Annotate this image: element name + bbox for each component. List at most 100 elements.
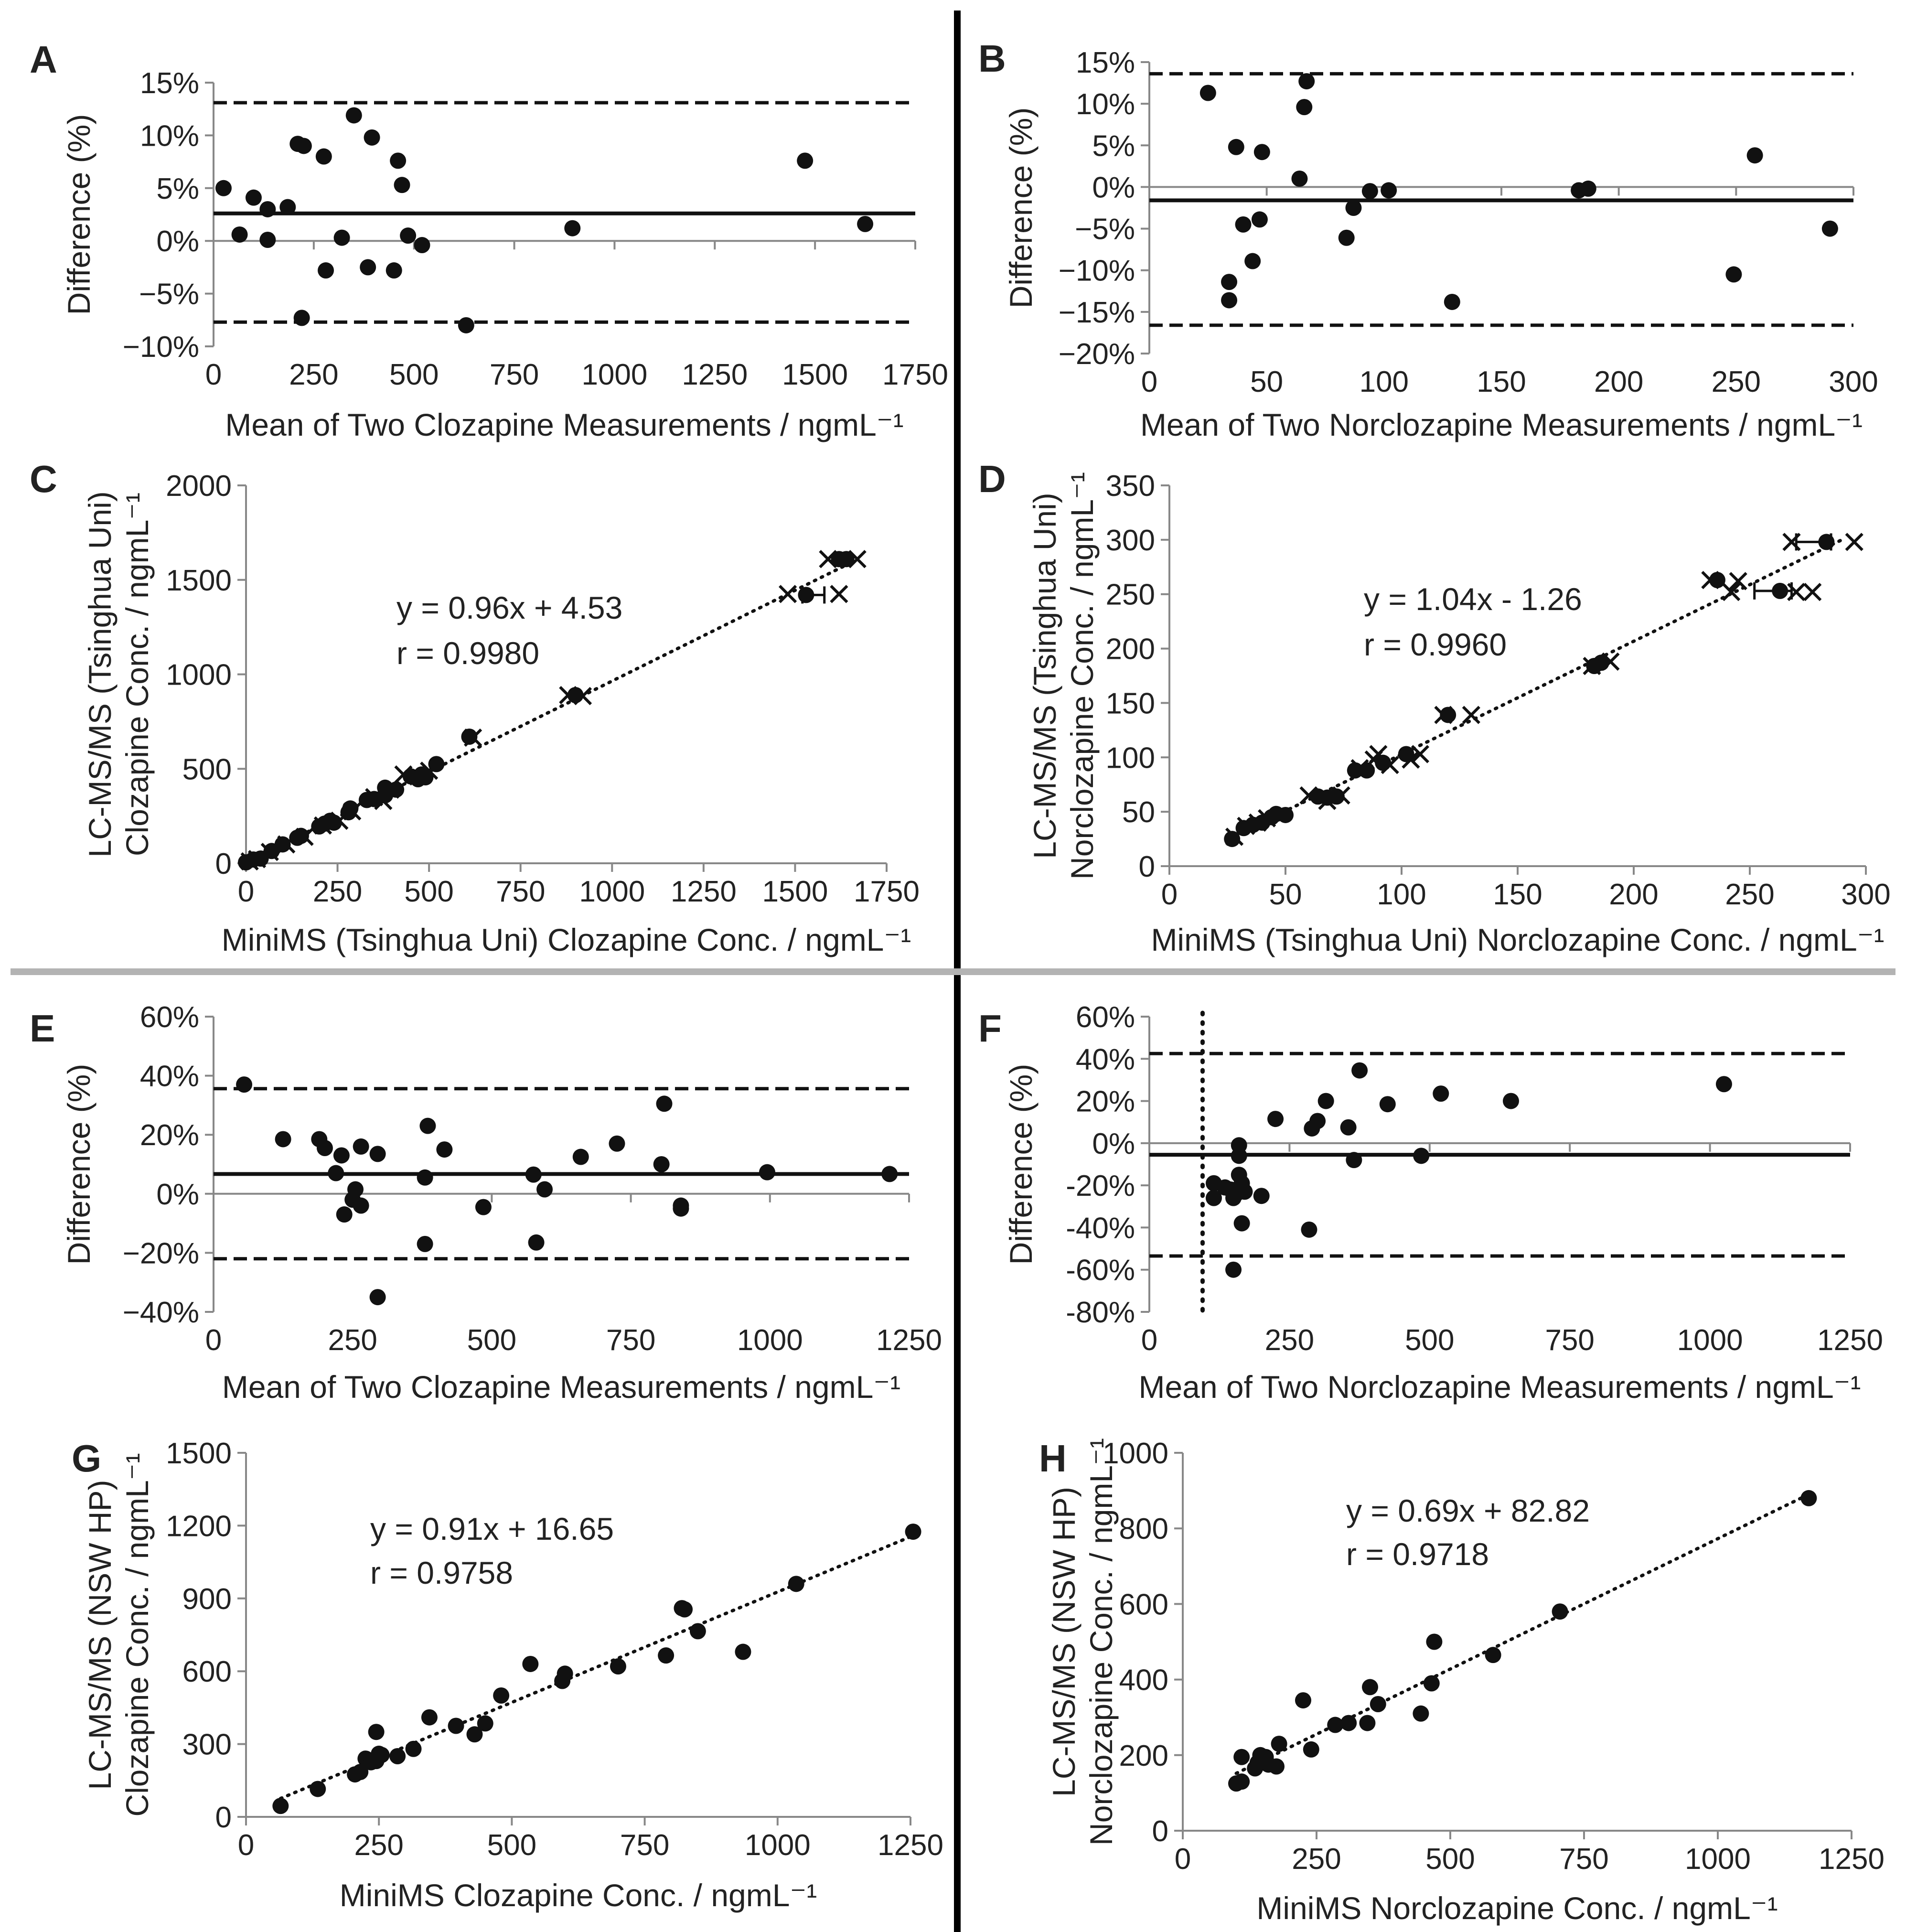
panel-f-y-axis-label: Difference (%) (1003, 1064, 1039, 1265)
panel-c-y-axis-label: Clozapine Conc. / ngmL⁻¹ (119, 493, 155, 856)
panel-h-data-point (1233, 1749, 1250, 1765)
panel-d-y-axis-label: Norclozapine Conc. / ngmL⁻¹ (1064, 472, 1100, 880)
panel-d-x-tick-label: 150 (1493, 878, 1542, 911)
panel-e-y-tick-label: 0% (156, 1178, 199, 1211)
panel-a-data-point (259, 201, 276, 217)
panel-b-data-point (1444, 293, 1460, 310)
panel-b-x-tick-label: 100 (1360, 365, 1409, 398)
panel-h-y-tick-label: 1000 (1103, 1437, 1168, 1470)
panel-f-data-point (1351, 1062, 1368, 1079)
panel-e-x-tick-label: 1250 (876, 1324, 942, 1357)
panel-d-x-tick-label: 0 (1161, 878, 1178, 911)
panel-f-data-point (1205, 1190, 1222, 1206)
panel-e-data-point (417, 1235, 433, 1252)
panel-d-cross-point (1782, 533, 1801, 551)
panel-b-data-point (1381, 182, 1397, 199)
panel-g-data-point (477, 1715, 493, 1732)
panel-d-cross-point (1729, 572, 1747, 590)
panel-b-data-point (1253, 144, 1270, 161)
panel-g-data-point (389, 1748, 406, 1764)
panel-h-data-point (1271, 1736, 1287, 1752)
panel-e-y-tick-label: −20% (123, 1237, 199, 1270)
panel-c-y-tick-label: 1500 (166, 564, 232, 597)
panel-a-x-tick-label: 750 (490, 358, 539, 391)
panel-h-data-point (1303, 1741, 1319, 1758)
panel-c-x-tick-label: 0 (238, 875, 254, 908)
panel-f-data-point (1715, 1076, 1732, 1093)
panel-c-x-tick-label: 1250 (671, 875, 737, 908)
panel-e-x-tick-label: 750 (606, 1324, 655, 1357)
panel-d-correlation: r = 0.9960 (1364, 627, 1507, 662)
panel-c-cross-point (830, 585, 848, 603)
panel-c: 0 500 1000 1500 2000 0 250 500 750 1000 1250 1500 17… (30, 458, 920, 957)
panel-a-data-point (360, 259, 376, 276)
panel-e-data-point (419, 1117, 436, 1134)
panel-c-data-point (342, 800, 359, 817)
panel-g-data-point (466, 1726, 483, 1743)
panel-c-y-tick-label: 0 (215, 848, 232, 880)
panel-a-data-point (245, 189, 262, 206)
panel-h-y-tick-label: 600 (1119, 1588, 1168, 1621)
panel-e-data-point (536, 1181, 553, 1198)
panel-h-data-point (1340, 1715, 1357, 1731)
panel-g-label: G (72, 1437, 101, 1480)
panel-g-x-tick-label: 250 (354, 1829, 403, 1862)
panel-f-data-point (1236, 1183, 1253, 1200)
panel-h-data-point (1370, 1696, 1386, 1713)
panel-a-data-point (345, 107, 362, 124)
panel-d-x-tick-label: 200 (1609, 878, 1658, 911)
panel-d-data-point (1328, 788, 1345, 805)
panel-f-data-point (1231, 1137, 1247, 1154)
panel-b-data-point (1296, 99, 1313, 116)
panel-e-data-point (417, 1169, 433, 1186)
panel-a-data-point (564, 220, 581, 236)
panel-g-data-point (272, 1798, 289, 1814)
panel-f-data-point (1502, 1093, 1519, 1109)
panel-d-data-point (1375, 754, 1392, 771)
panel-b-y-axis-label: Difference (%) (1003, 107, 1039, 309)
panel-h-data-point (1413, 1705, 1429, 1722)
panel-a-y-axis-label: Difference (%) (61, 114, 96, 315)
panel-e-data-point (328, 1165, 344, 1181)
panel-c-data-point (838, 551, 855, 568)
panel-c-data-point (292, 827, 309, 844)
panel-a-data-point (797, 152, 814, 169)
panel-g-data-point (658, 1647, 675, 1664)
panel-g-data-point (689, 1623, 706, 1640)
panel-d-y-axis-label: LC-MS/MS (Tsinghua Uni) (1027, 493, 1062, 859)
panel-e-data-point (609, 1135, 625, 1152)
panel-b-data-point (1235, 216, 1252, 233)
panel-c-data-point (798, 587, 814, 603)
panel-d-data-point (1709, 572, 1725, 589)
panel-a-x-tick-label: 1250 (682, 358, 748, 391)
panel-d-x-tick-label: 50 (1269, 878, 1302, 911)
panel-d-y-tick-label: 0 (1139, 850, 1155, 883)
panel-f-x-tick-label: 750 (1545, 1324, 1594, 1357)
panel-g-data-point (310, 1781, 326, 1797)
panel-b-data-point (1221, 292, 1238, 309)
panel-e-data-point (369, 1289, 386, 1306)
panel-e-x-tick-label: 500 (467, 1324, 516, 1357)
panel-b-data-point (1345, 200, 1362, 216)
panel-b-x-tick-label: 200 (1594, 365, 1643, 398)
panel-d-data-point (1440, 707, 1456, 723)
panel-d-cross-point (1803, 583, 1822, 601)
panel-e-y-tick-label: 60% (140, 1001, 199, 1034)
panel-c-x-tick-label: 1750 (854, 875, 920, 908)
panel-d-data-point (1224, 831, 1241, 848)
panel-c-x-tick-label: 1500 (762, 875, 828, 908)
panel-a-x-tick-label: 1000 (581, 358, 647, 391)
panel-c-data-point (274, 836, 291, 853)
panel-b-label: B (978, 37, 1006, 80)
panel-f-data-point (1267, 1111, 1284, 1127)
panel-e-data-point (275, 1131, 291, 1148)
panel-g-equation: y = 0.91x + 16.65 (370, 1511, 614, 1546)
panel-a-y-tick-label: 10% (140, 119, 199, 152)
panel-d-y-tick-label: 100 (1106, 741, 1155, 774)
panel-e-data-point (528, 1234, 545, 1251)
panel-a-data-point (318, 262, 334, 279)
panel-h-label: H (1039, 1437, 1067, 1480)
panel-b-data-point (1361, 183, 1378, 200)
panel-h-data-point (1800, 1490, 1817, 1506)
panel-h-y-tick-label: 0 (1152, 1815, 1168, 1848)
